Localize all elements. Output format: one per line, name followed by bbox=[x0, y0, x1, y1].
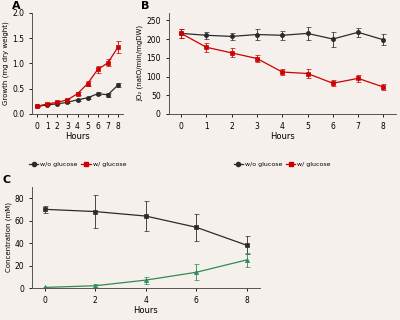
Y-axis label: JO₂ (natO/min/mgDW): JO₂ (natO/min/mgDW) bbox=[137, 25, 144, 101]
Text: C: C bbox=[2, 175, 10, 185]
X-axis label: Hours: Hours bbox=[65, 132, 90, 141]
X-axis label: Hours: Hours bbox=[133, 306, 158, 315]
X-axis label: Hours: Hours bbox=[270, 132, 295, 141]
Y-axis label: Growth (mg dry weight): Growth (mg dry weight) bbox=[3, 21, 10, 105]
Text: B: B bbox=[141, 1, 150, 11]
Y-axis label: Concentration (mM): Concentration (mM) bbox=[5, 203, 12, 272]
Legend: w/o glucose, w/ glucose: w/o glucose, w/ glucose bbox=[26, 160, 128, 170]
Text: A: A bbox=[12, 1, 21, 11]
Legend: w/o glucose, w/ glucose: w/o glucose, w/ glucose bbox=[231, 160, 333, 170]
